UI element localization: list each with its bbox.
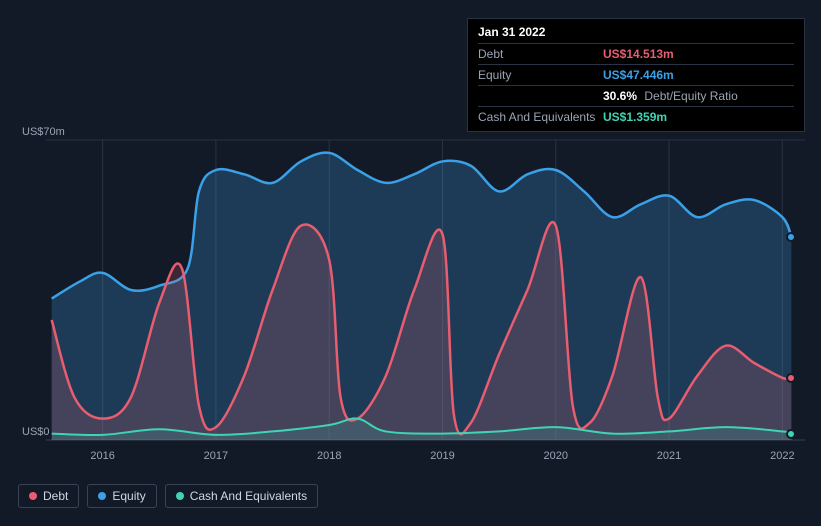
legend-dot-icon	[29, 492, 37, 500]
x-tick-2019: 2019	[430, 450, 454, 462]
legend-item-cash-and-equivalents[interactable]: Cash And Equivalents	[165, 484, 318, 508]
x-tick-2021: 2021	[657, 450, 681, 462]
tooltip: Jan 31 2022 DebtUS$14.513mEquityUS$47.44…	[467, 18, 805, 132]
tooltip-row: EquityUS$47.446m	[478, 64, 794, 85]
tooltip-row: 30.6% Debt/Equity Ratio	[478, 85, 794, 106]
tooltip-row-value: 30.6% Debt/Equity Ratio	[603, 89, 738, 103]
legend-dot-icon	[176, 492, 184, 500]
legend: Debt Equity Cash And Equivalents	[18, 484, 318, 508]
tooltip-row-label: Equity	[478, 68, 603, 82]
series-end-marker	[786, 373, 796, 383]
tooltip-row: Cash And EquivalentsUS$1.359m	[478, 106, 794, 127]
legend-dot-icon	[98, 492, 106, 500]
chart-container: US$70m US$0 2016201720182019202020212022…	[0, 0, 821, 526]
legend-label: Debt	[43, 489, 68, 503]
tooltip-row-label	[478, 89, 603, 103]
x-tick-2020: 2020	[544, 450, 568, 462]
tooltip-row-label: Cash And Equivalents	[478, 110, 603, 124]
tooltip-date: Jan 31 2022	[478, 25, 794, 39]
legend-label: Equity	[112, 489, 145, 503]
tooltip-row-value: US$47.446m	[603, 68, 674, 82]
legend-item-equity[interactable]: Equity	[87, 484, 156, 508]
legend-label: Cash And Equivalents	[190, 489, 307, 503]
x-tick-2016: 2016	[90, 450, 114, 462]
tooltip-row-value: US$14.513m	[603, 47, 674, 61]
x-tick-2022: 2022	[770, 450, 794, 462]
tooltip-row-suffix: Debt/Equity Ratio	[641, 89, 738, 103]
series-end-marker	[786, 232, 796, 242]
legend-item-debt[interactable]: Debt	[18, 484, 79, 508]
tooltip-row: DebtUS$14.513m	[478, 43, 794, 64]
x-tick-2017: 2017	[204, 450, 228, 462]
x-tick-2018: 2018	[317, 450, 341, 462]
series-end-marker	[786, 429, 796, 439]
tooltip-row-value: US$1.359m	[603, 110, 667, 124]
tooltip-row-label: Debt	[478, 47, 603, 61]
